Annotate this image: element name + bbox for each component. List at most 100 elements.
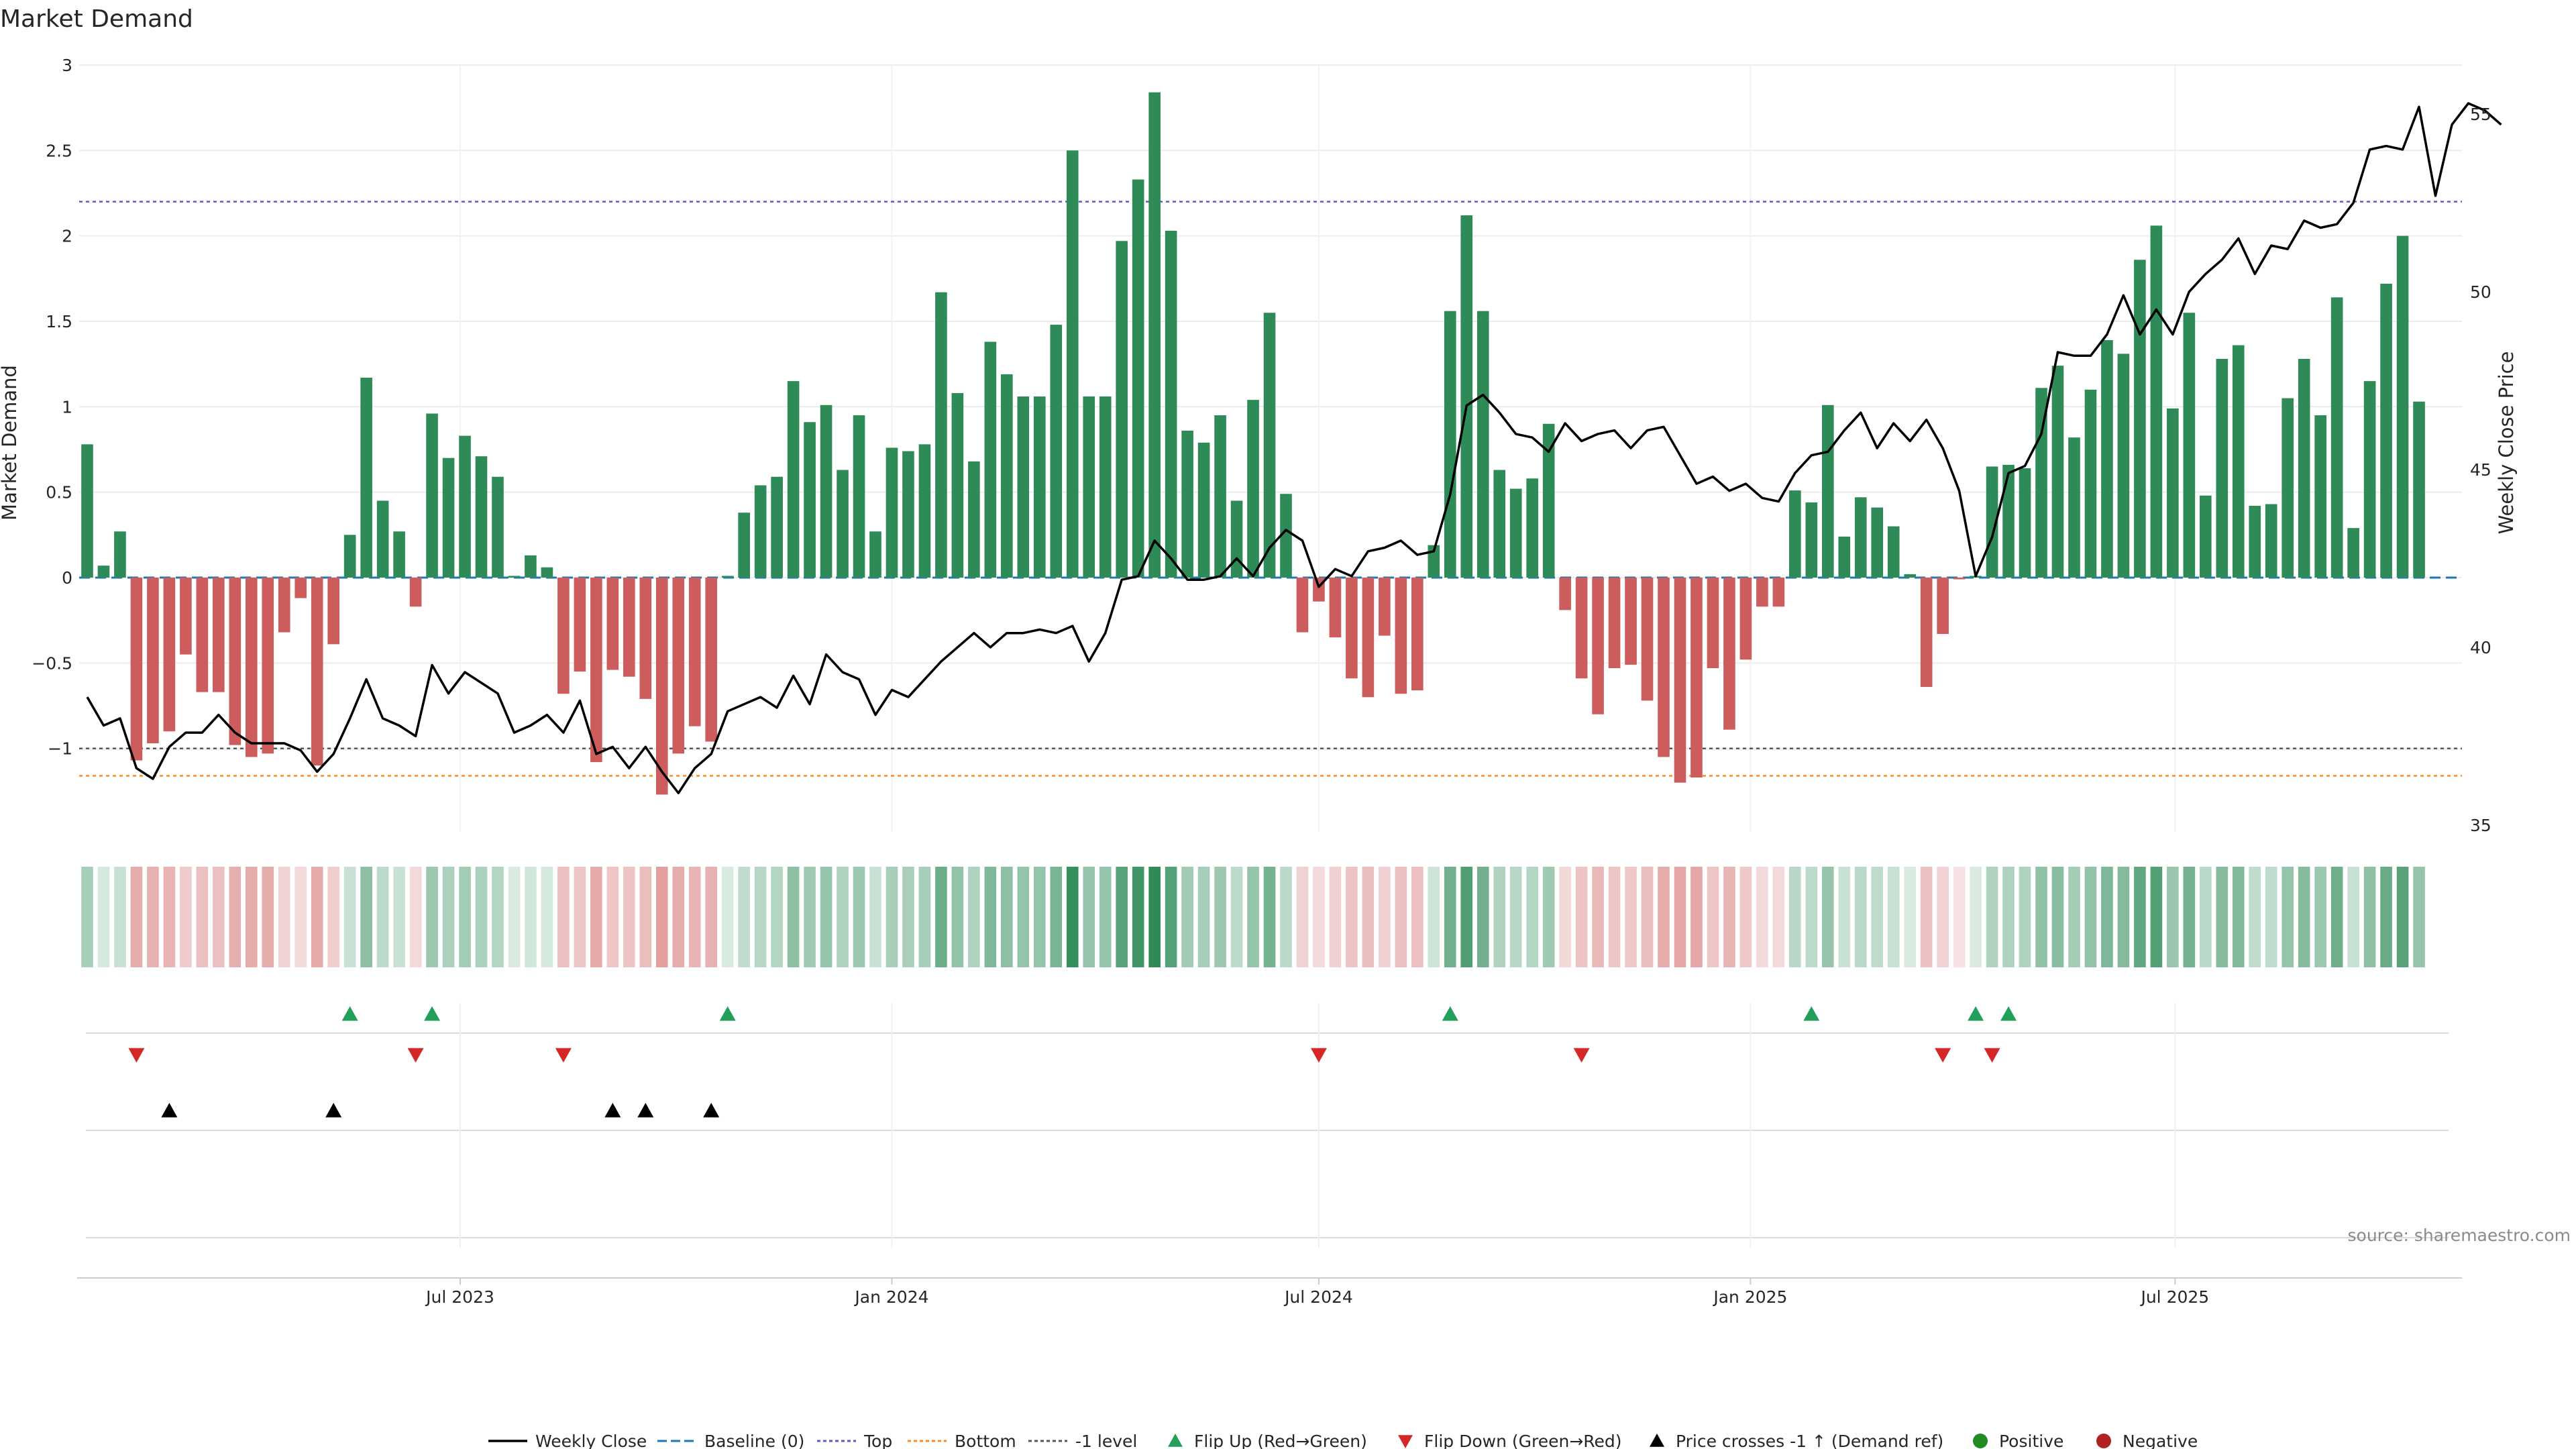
heat-cell xyxy=(1821,867,1834,967)
heat-cell xyxy=(525,867,537,967)
demand-bar-negative xyxy=(1674,578,1686,783)
heat-cell xyxy=(327,867,339,967)
demand-bar-positive xyxy=(2413,401,2425,578)
heat-cell xyxy=(1493,867,1506,967)
heat-cell xyxy=(393,867,405,967)
demand-bar-positive xyxy=(1509,488,1522,578)
heat-cell xyxy=(1313,867,1325,967)
heat-cell xyxy=(2019,867,2031,967)
demand-bar-positive xyxy=(2002,464,2015,578)
demand-bar-positive xyxy=(869,531,881,578)
legend-symbol xyxy=(1650,1434,1664,1447)
heat-cell xyxy=(196,867,209,967)
demand-bar-positive xyxy=(2084,389,2097,578)
heat-cell xyxy=(2363,867,2376,967)
demand-bar-positive xyxy=(754,485,767,578)
demand-bar-positive xyxy=(885,447,898,578)
legend-negative: Negative xyxy=(2096,1432,2198,1449)
demand-bar-positive xyxy=(935,292,947,578)
legend-flip-up: Flip Up (Red→Green) xyxy=(1168,1432,1367,1449)
demand-bar-negative xyxy=(1641,578,1654,701)
heat-cell xyxy=(2347,867,2359,967)
heat-cell xyxy=(459,867,471,967)
heat-cell xyxy=(1723,867,1735,967)
demand-bar-positive xyxy=(1542,423,1555,578)
heat-cell xyxy=(688,867,701,967)
demand-bar-positive xyxy=(1821,405,1834,578)
heat-cell xyxy=(360,867,372,967)
heat-cell xyxy=(2413,867,2425,967)
heat-cell xyxy=(1772,867,1785,967)
demand-bar-positive xyxy=(721,576,734,578)
demand-bar-positive xyxy=(1099,396,1112,578)
demand-bar-positive xyxy=(1854,497,1867,578)
heat-cell xyxy=(1247,867,1259,967)
legend-label: Flip Down (Green→Red) xyxy=(1424,1432,1622,1449)
heat-cell xyxy=(574,867,586,967)
x-tick-label: Jul 2025 xyxy=(2139,1287,2209,1307)
heat-cell xyxy=(262,867,274,967)
demand-bar-positive xyxy=(2019,468,2031,578)
heat-cell xyxy=(1674,867,1686,967)
heat-cell xyxy=(1116,867,1128,967)
heat-cell xyxy=(475,867,488,967)
flip-up-marker xyxy=(1968,1006,1984,1021)
demand-bar-negative xyxy=(574,578,586,672)
heat-cell xyxy=(1148,867,1161,967)
heat-cell xyxy=(1444,867,1456,967)
heat-cell xyxy=(1986,867,1998,967)
heat-cell xyxy=(2330,867,2343,967)
heat-cell xyxy=(1066,867,1079,967)
y-tick-label: 0.5 xyxy=(46,483,72,502)
price-cross-marker xyxy=(325,1103,342,1118)
heat-cell xyxy=(245,867,258,967)
demand-bar-positive xyxy=(2167,408,2179,578)
heat-cell xyxy=(902,867,914,967)
flip-up-marker xyxy=(1803,1006,1820,1021)
demand-bar-negative xyxy=(1953,578,1966,580)
demand-bar-negative xyxy=(1658,578,1670,757)
demand-bar-positive xyxy=(1148,92,1161,578)
price-cross-marker xyxy=(703,1103,720,1118)
heat-cell xyxy=(1854,867,1867,967)
legend-symbol xyxy=(2096,1434,2111,1448)
demand-bar-negative xyxy=(1395,578,1407,694)
legend-price-cross: Price crosses -1 ↑ (Demand ref) xyxy=(1650,1432,1943,1449)
flip-down-marker xyxy=(1310,1048,1327,1063)
demand-bar-positive xyxy=(1280,494,1292,578)
demand-bar-negative xyxy=(147,578,159,744)
demand-bar-negative xyxy=(1772,578,1785,607)
demand-bar-positive xyxy=(2101,339,2113,578)
demand-bar-negative xyxy=(229,578,241,745)
demand-bar-positive xyxy=(902,451,914,578)
heat-cell xyxy=(1362,867,1375,967)
heat-cell xyxy=(1838,867,1851,967)
demand-heat-strip xyxy=(81,867,2425,967)
heat-cell xyxy=(672,867,685,967)
demand-bar-negative xyxy=(1937,578,1949,635)
heat-cell xyxy=(869,867,881,967)
chart-title: Market Demand xyxy=(0,5,193,33)
heat-cell xyxy=(1707,867,1719,967)
demand-bar-negative xyxy=(1329,578,1342,638)
demand-bar-positive xyxy=(1493,470,1506,578)
heat-cell xyxy=(1509,867,1522,967)
legend: Weekly Close Baseline (0) Top Bottom -1 leve… xyxy=(488,1432,2198,1449)
heat-cell xyxy=(1263,867,1276,967)
flip-up-marker xyxy=(1442,1006,1458,1021)
demand-bar-positive xyxy=(2232,345,2245,578)
demand-bar-positive xyxy=(1165,230,1177,578)
heat-cell xyxy=(278,867,290,967)
legend-positive: Positive xyxy=(1973,1432,2063,1449)
demand-bar-positive xyxy=(459,435,471,578)
legend-label: -1 level xyxy=(1075,1432,1137,1449)
demand-bar-positive xyxy=(1132,179,1144,578)
legend-flip-down: Flip Down (Green→Red) xyxy=(1398,1432,1622,1449)
x-tick-label: Jul 2024 xyxy=(1283,1287,1353,1307)
demand-bar-negative xyxy=(1723,578,1735,730)
heat-cell xyxy=(1214,867,1226,967)
demand-bar-positive xyxy=(2330,297,2343,578)
heat-cell xyxy=(1739,867,1752,967)
demand-bar-negative xyxy=(311,578,323,766)
